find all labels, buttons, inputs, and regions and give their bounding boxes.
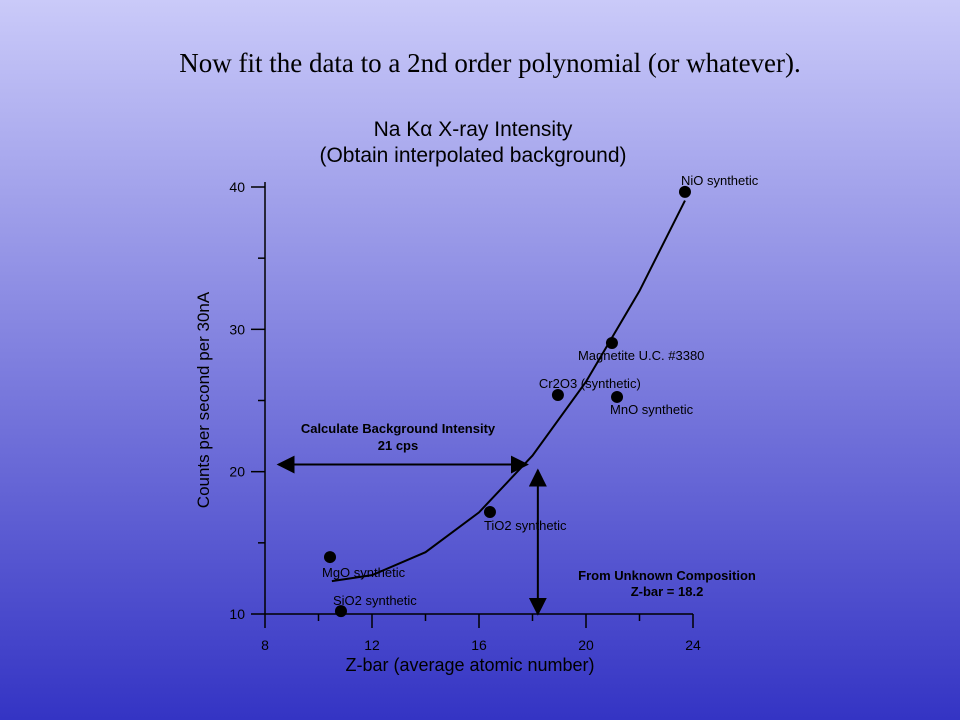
- point-label: SiO2 synthetic: [333, 593, 417, 608]
- point-label: TiO2 synthetic: [484, 518, 567, 533]
- point-label: Magnetite U.C. #3380: [578, 348, 704, 363]
- point-label: MnO synthetic: [610, 402, 694, 417]
- data-point: [334, 605, 347, 618]
- x-tick-label: 24: [685, 637, 701, 653]
- annotation-text: 21 cps: [378, 438, 418, 453]
- x-tick-label: 12: [364, 637, 380, 653]
- data-point: [678, 185, 691, 198]
- annotation-text: From Unknown Composition: [578, 568, 756, 583]
- slide-title: Now fit the data to a 2nd order polynomi…: [179, 48, 801, 78]
- data-point: [324, 551, 337, 564]
- y-tick-label: 40: [229, 179, 245, 195]
- data-point: [605, 336, 618, 349]
- x-axis-label: Z-bar (average atomic number): [345, 655, 594, 675]
- y-tick-label: 20: [229, 464, 245, 480]
- chart-subtitle: (Obtain interpolated background): [319, 144, 626, 167]
- x-tick-label: 8: [261, 637, 269, 653]
- chart-title: Na Kα X-ray Intensity: [374, 118, 573, 141]
- y-axis-label: Counts per second per 30nA: [194, 291, 213, 508]
- y-tick-label: 10: [229, 606, 245, 622]
- x-tick-label: 20: [578, 637, 594, 653]
- data-point: [483, 505, 496, 518]
- data-point: [551, 388, 564, 401]
- point-label: MgO synthetic: [322, 565, 406, 580]
- x-tick-label: 16: [471, 637, 487, 653]
- point-label: NiO synthetic: [681, 173, 759, 188]
- y-tick-label: 30: [229, 321, 245, 337]
- annotation-text: Z-bar = 18.2: [631, 584, 704, 599]
- point-label: Cr2O3 (synthetic): [539, 376, 641, 391]
- fit-curve: [331, 200, 686, 583]
- data-point: [611, 390, 624, 403]
- annotation-text: Calculate Background Intensity: [301, 421, 496, 436]
